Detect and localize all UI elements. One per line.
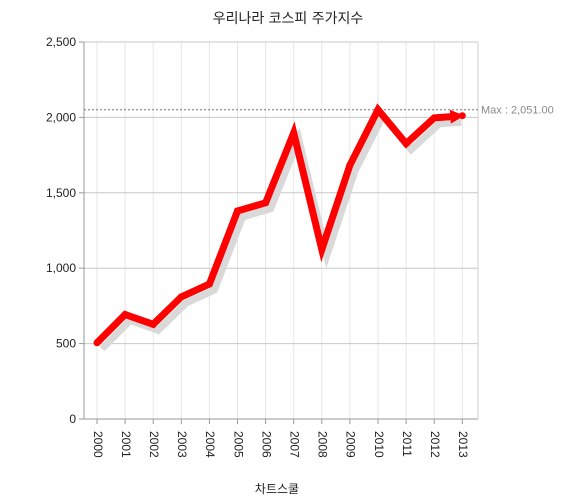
x-tick-label: 2002	[147, 431, 161, 458]
y-tick-label: 1,500	[46, 186, 76, 200]
chart-title: 우리나라 코스피 주가지수	[213, 11, 364, 27]
grid	[84, 41, 478, 420]
y-tick-label: 2,500	[46, 35, 76, 49]
x-tick-label: 2008	[316, 431, 330, 458]
series-arrowhead	[449, 109, 465, 124]
data-point	[346, 161, 354, 169]
data-point	[430, 114, 438, 122]
series	[93, 103, 466, 352]
x-tick-label: 2003	[175, 431, 189, 458]
y-tick-labels: 0 500 1,000 1,500 2,000 2,500	[46, 35, 76, 426]
series-line	[94, 103, 457, 346]
data-point	[93, 339, 101, 347]
x-tick-label: 2009	[344, 431, 358, 458]
data-point	[290, 129, 298, 137]
y-tick-label: 500	[56, 337, 76, 351]
data-point	[374, 106, 382, 114]
x-tick-label: 2006	[259, 431, 273, 458]
data-point	[177, 293, 185, 301]
x-tick-label: 2001	[119, 431, 133, 458]
x-tick-label: 2012	[428, 431, 442, 458]
max-reference: Max : 2,051.00	[84, 105, 554, 117]
y-tick-label: 2,000	[46, 110, 76, 124]
x-tick-label: 2004	[203, 431, 217, 458]
x-tick-label: 2010	[372, 431, 386, 458]
max-annotation: Max : 2,051.00	[481, 105, 554, 117]
x-axis-label: 차트스쿨	[255, 482, 299, 496]
y-tick-label: 0	[69, 412, 76, 426]
data-point	[402, 140, 410, 148]
x-tick-label: 2005	[231, 431, 245, 458]
x-tick-label: 2013	[456, 431, 470, 458]
data-point	[262, 199, 270, 207]
x-tick-label: 2007	[288, 431, 302, 458]
data-point	[149, 320, 157, 328]
series-line-shadow	[99, 109, 462, 352]
x-tick-labels: 2000 2001 2002 2003 2004 2005 2006 2007 2008 2009…	[91, 431, 470, 458]
x-tick-label: 2000	[91, 431, 105, 458]
data-point	[318, 246, 326, 253]
y-tick-label: 1,000	[46, 261, 76, 275]
x-tick-label: 2011	[400, 431, 414, 457]
axes	[79, 41, 479, 424]
data-point	[121, 311, 129, 318]
data-point	[205, 280, 213, 288]
data-point	[458, 112, 466, 120]
data-point	[234, 207, 241, 215]
